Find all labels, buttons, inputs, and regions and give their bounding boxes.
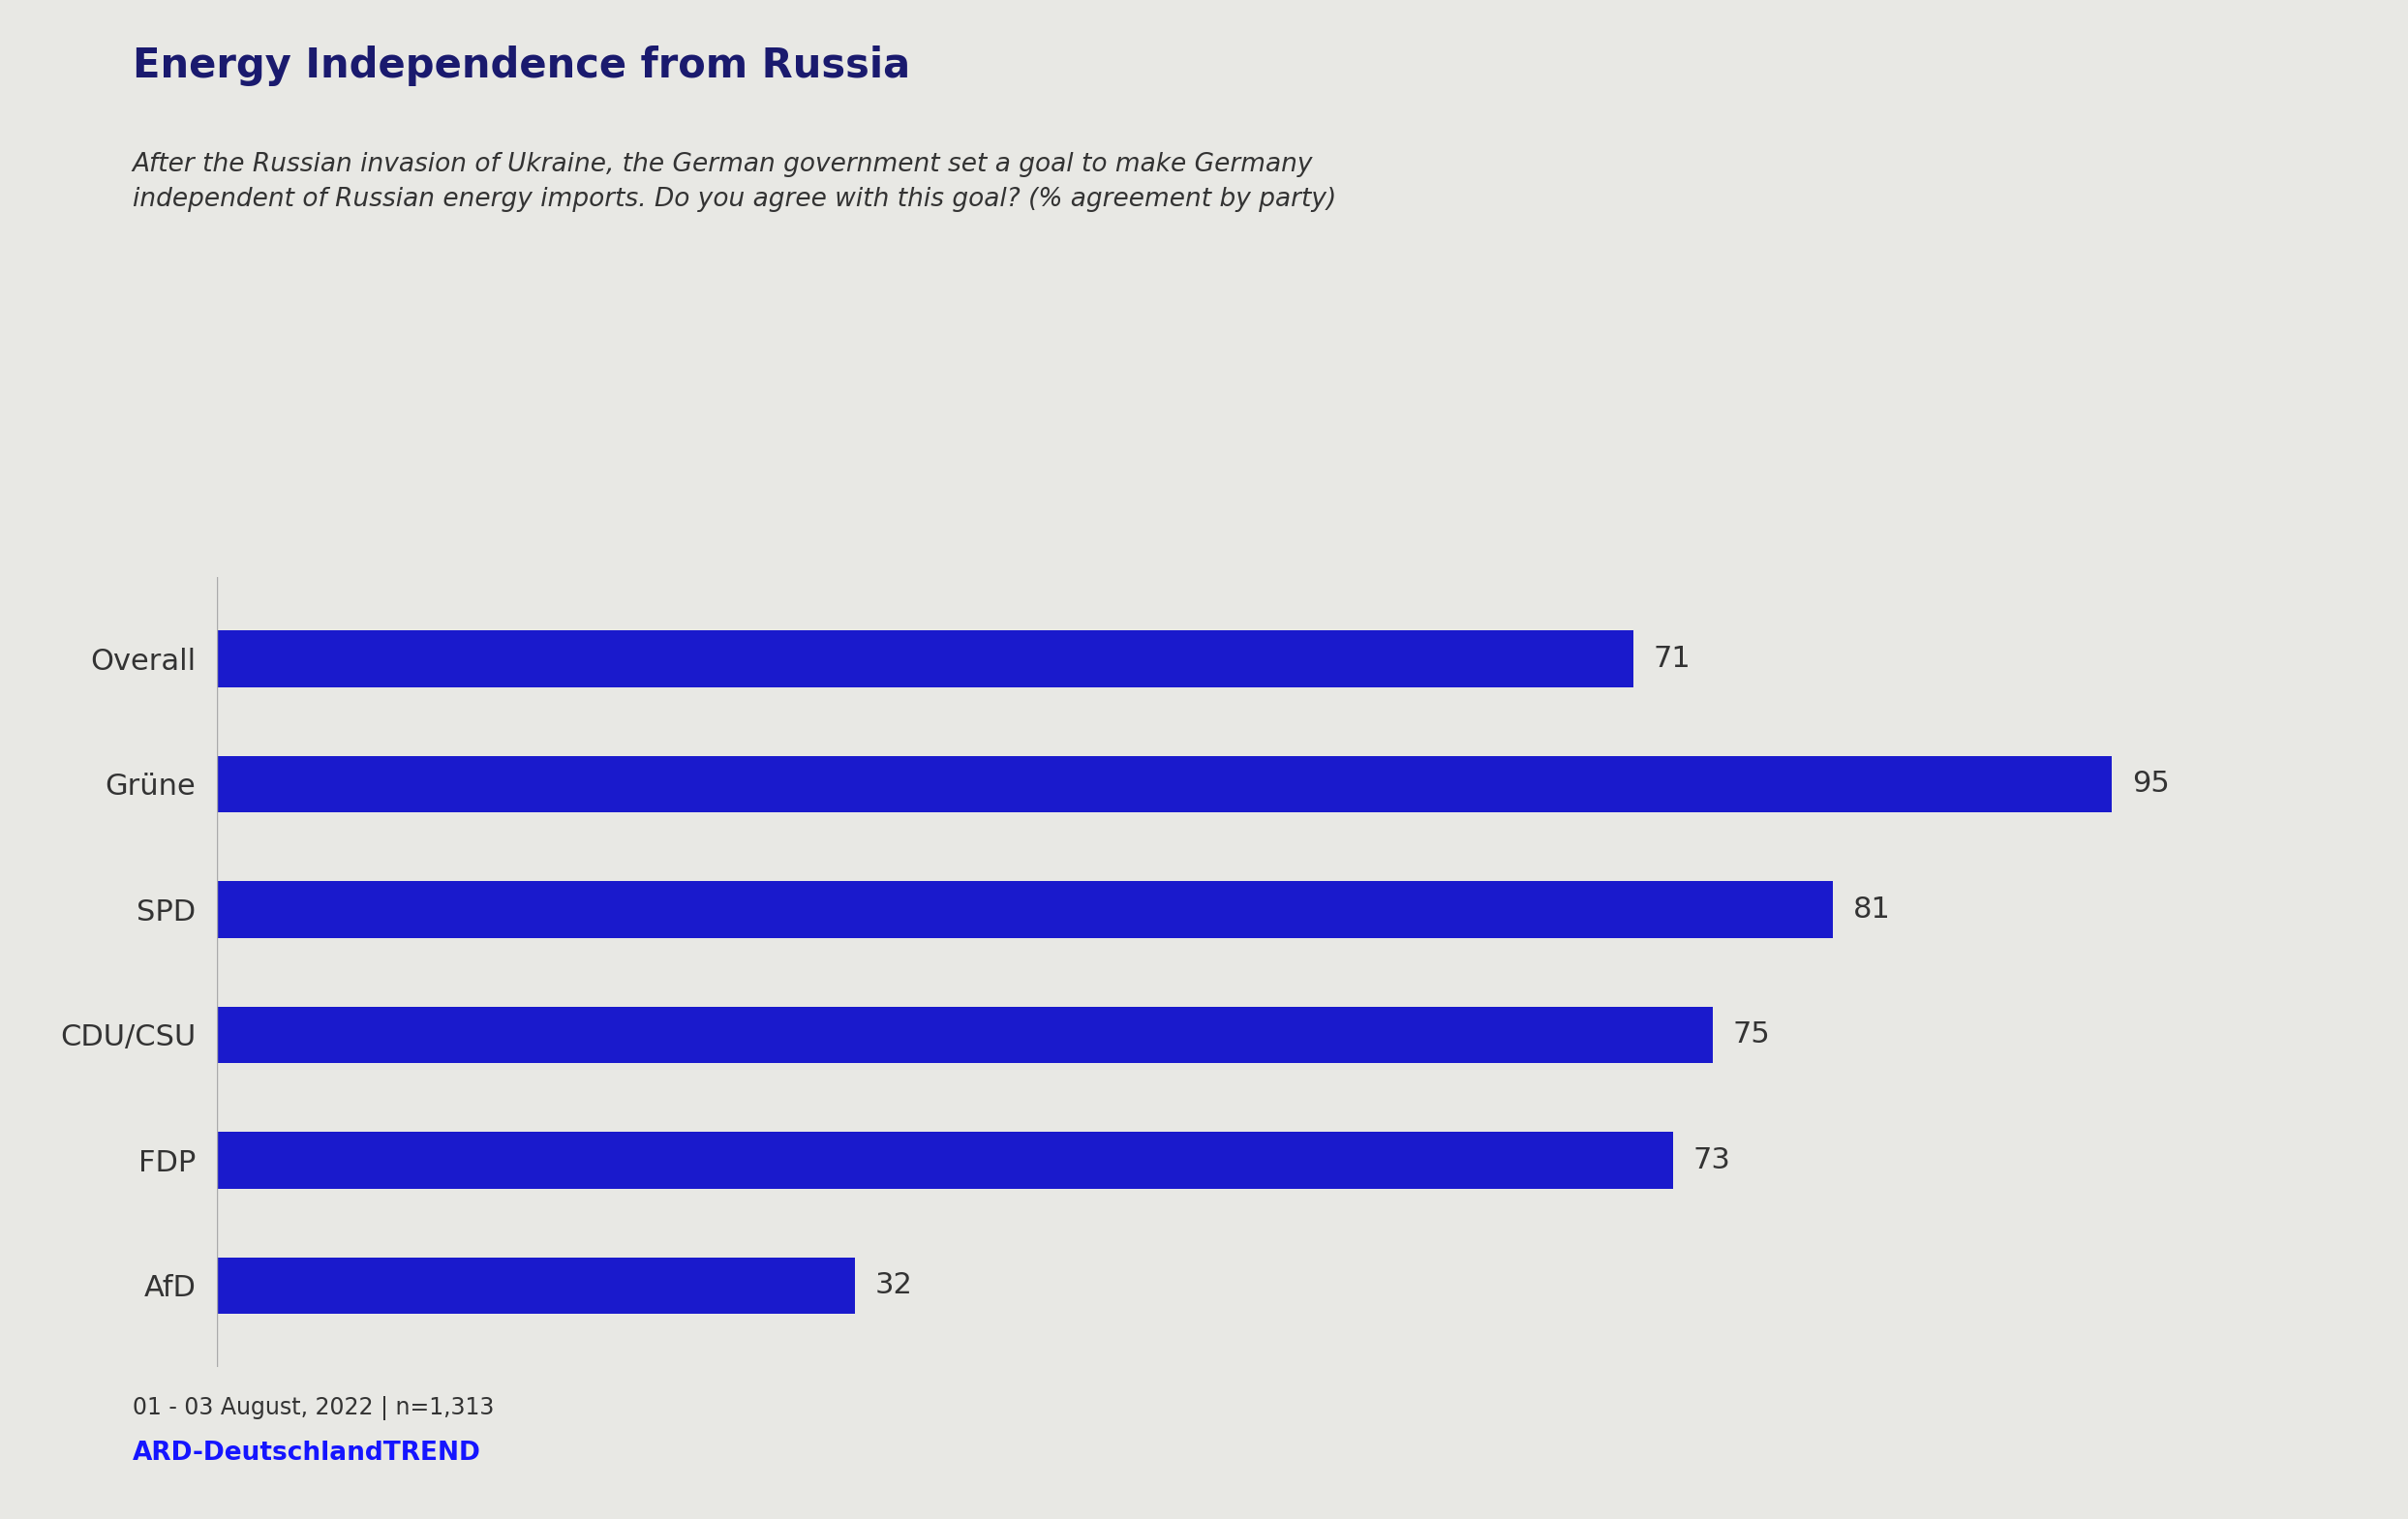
Text: 95: 95: [2131, 770, 2170, 797]
Text: 01 - 03 August, 2022 | n=1,313: 01 - 03 August, 2022 | n=1,313: [132, 1396, 494, 1420]
Bar: [217, 1132, 1674, 1188]
Text: 71: 71: [1654, 644, 1690, 673]
Bar: [217, 630, 1633, 687]
Text: 75: 75: [1734, 1021, 1770, 1050]
Text: 81: 81: [1852, 895, 1890, 924]
Bar: [217, 756, 2112, 813]
Text: 32: 32: [874, 1271, 913, 1300]
Bar: [217, 1007, 1712, 1063]
Bar: [217, 1258, 855, 1314]
Text: Energy Independence from Russia: Energy Independence from Russia: [132, 46, 910, 87]
Text: After the Russian invasion of Ukraine, the German government set a goal to make : After the Russian invasion of Ukraine, t…: [132, 152, 1336, 213]
Bar: [217, 881, 1832, 937]
Text: ARD-DeutschlandTREND: ARD-DeutschlandTREND: [132, 1440, 482, 1466]
Text: 73: 73: [1693, 1147, 1731, 1174]
